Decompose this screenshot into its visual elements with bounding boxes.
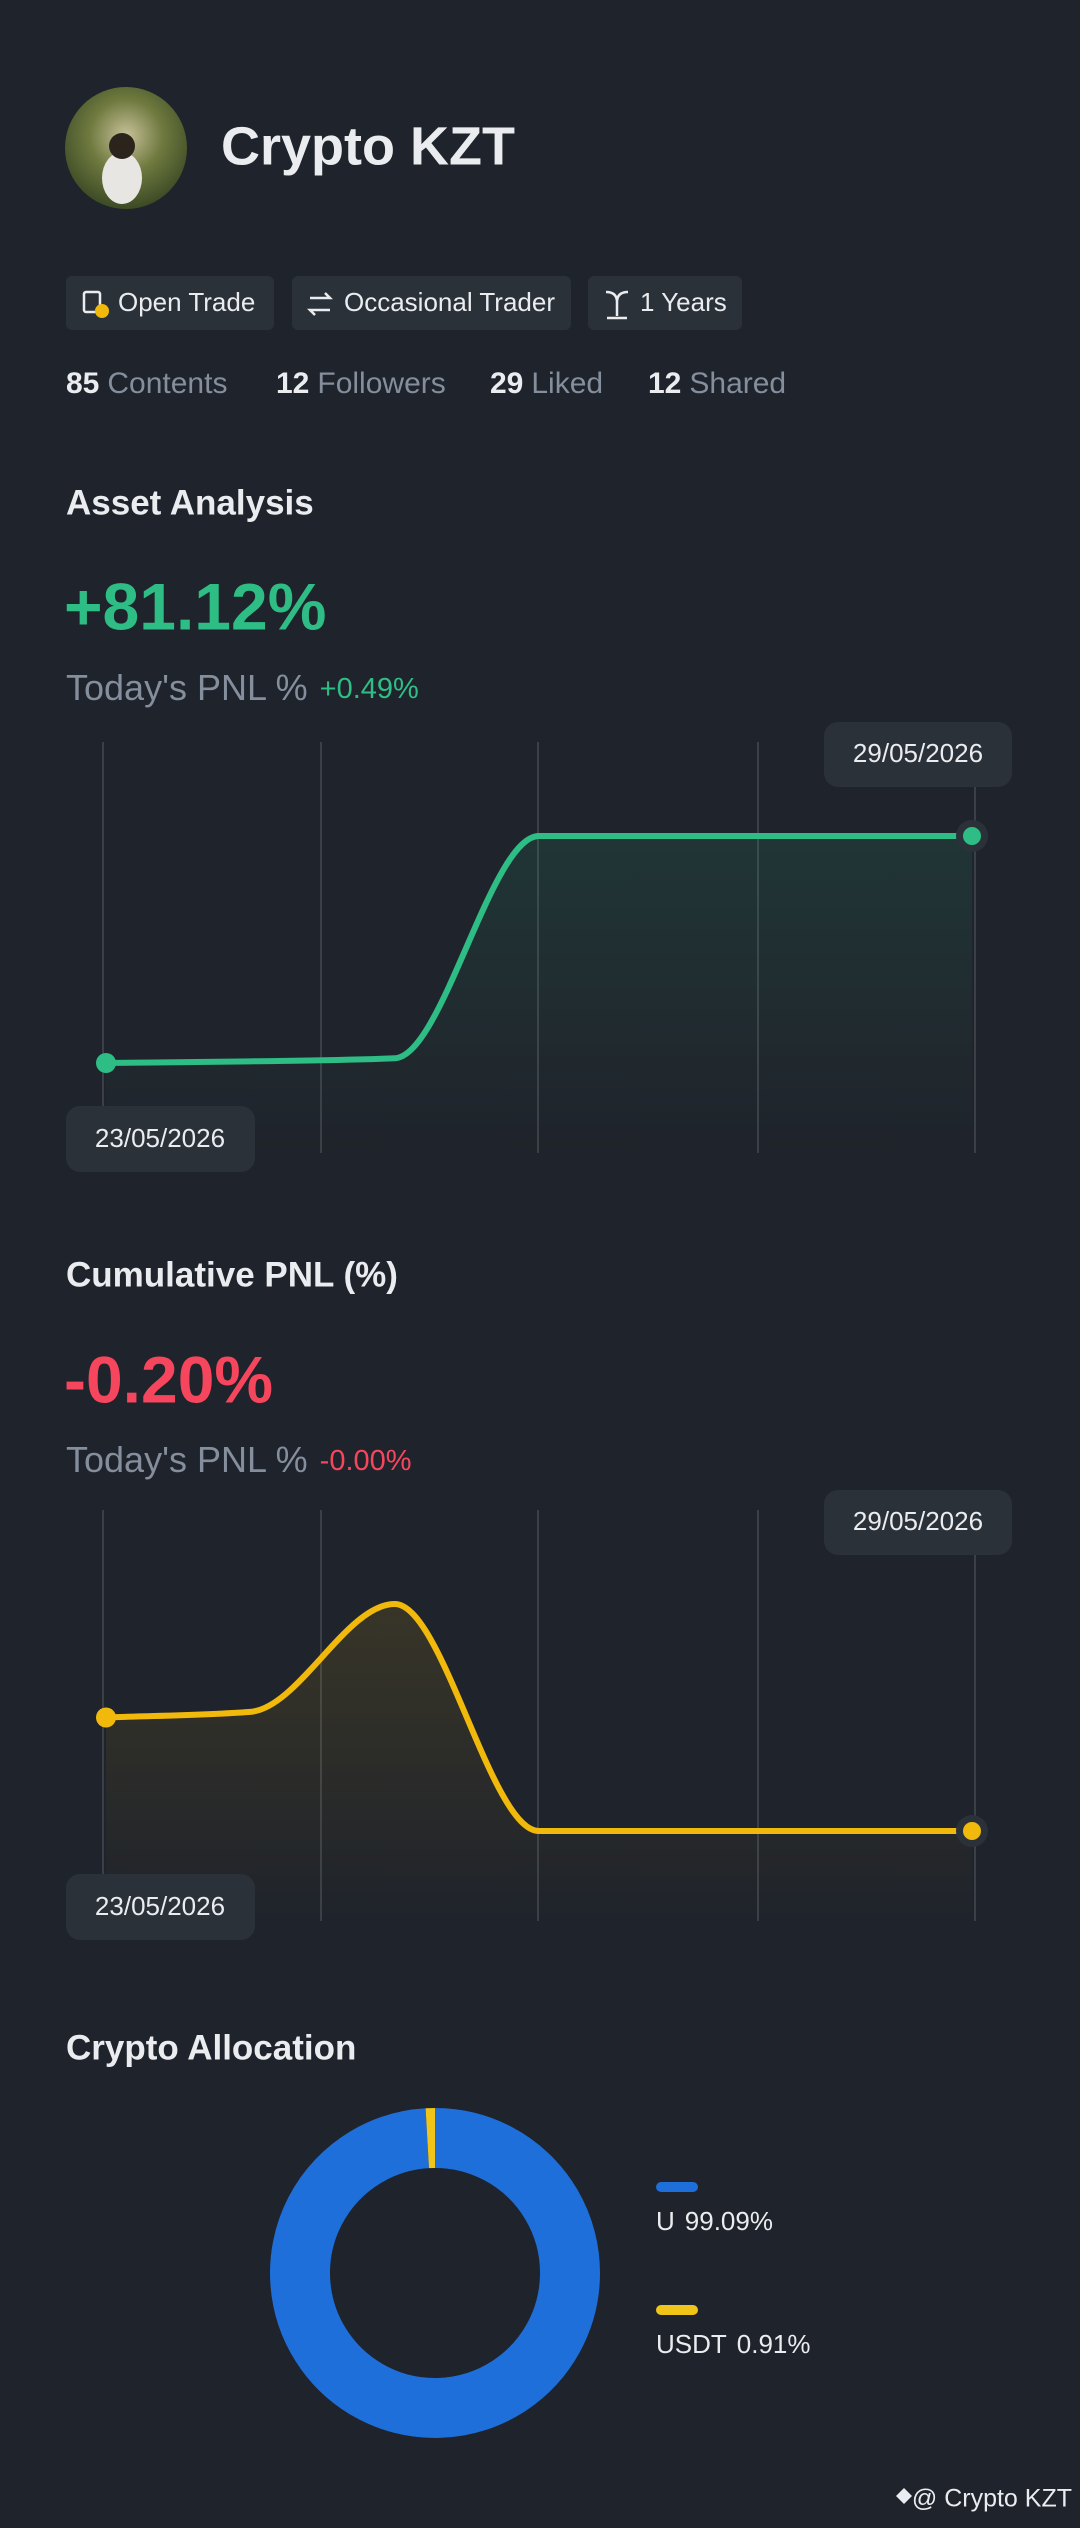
date-badge [824, 1490, 1012, 1555]
stat-label: Followers [317, 367, 445, 400]
donut-slice [270, 2108, 600, 2438]
section-title: Crypto Allocation [66, 2028, 356, 2067]
legend-value: 99.09% [685, 2206, 773, 2236]
today-pnl-change: +0.49% [320, 673, 419, 705]
tag: Open Trade [66, 276, 274, 330]
footer: @ Crypto KZT [896, 2485, 1072, 2513]
stat-count: 12 [276, 367, 309, 400]
legend-name: USDT [656, 2329, 727, 2359]
footer-text: @ Crypto KZT [912, 2485, 1072, 2513]
today-pnl-change: -0.00% [320, 1445, 412, 1477]
stat-count: 85 [66, 367, 99, 400]
tag-label: Open Trade [118, 287, 255, 317]
legend-entry: U 99.09% [656, 2206, 773, 2236]
stat[interactable]: 85 Contents [66, 367, 227, 400]
area-fill [106, 1604, 972, 1921]
end-dot [963, 1822, 981, 1840]
line [103, 1600, 975, 1835]
legend-value: 0.91% [737, 2329, 811, 2359]
area-fill [106, 836, 972, 1153]
profile-name: Crypto KZT [221, 116, 515, 176]
stat[interactable]: 29 Liked [490, 367, 603, 400]
date-label: 29/05/2026 [853, 738, 983, 768]
date-badge [66, 1874, 255, 1940]
headline-value: -0.20% [64, 1342, 273, 1416]
today-pnl: Today's PNL % +0.49% [66, 667, 419, 708]
section-title: Asset Analysis [66, 483, 314, 522]
legend-swatch [656, 2305, 698, 2315]
headline-value: +81.12% [64, 569, 326, 643]
line [103, 832, 975, 1066]
start-dot [96, 1053, 116, 1073]
tag-label: Occasional Trader [344, 287, 555, 317]
date-label: 23/05/2026 [95, 1123, 225, 1153]
avatar[interactable] [65, 87, 187, 209]
stat-label: Shared [689, 367, 786, 400]
stat-count: 29 [490, 367, 523, 400]
legend-swatch [656, 2182, 698, 2192]
stat-count: 12 [648, 367, 681, 400]
end-dot [963, 827, 981, 845]
tag: Occasional Trader [292, 276, 571, 330]
stat[interactable]: 12 Shared [648, 367, 786, 400]
tag: 1 Years [588, 276, 742, 330]
legend-entry: USDT 0.91% [656, 2329, 811, 2359]
today-pnl-label: Today's PNL % [66, 1439, 308, 1480]
start-dot [96, 1707, 116, 1728]
date-badge [824, 722, 1012, 787]
today-pnl-label: Today's PNL % [66, 667, 308, 708]
today-pnl: Today's PNL % -0.00% [66, 1439, 412, 1480]
stat-label: Liked [531, 367, 603, 400]
section-title: Cumulative PNL (%) [66, 1255, 398, 1294]
legend-name: U [656, 2206, 675, 2236]
tag-label: 1 Years [640, 287, 727, 317]
date-label: 29/05/2026 [853, 1506, 983, 1536]
date-badge [66, 1106, 255, 1172]
date-label: 23/05/2026 [95, 1891, 225, 1921]
stat[interactable]: 12 Followers [276, 367, 446, 400]
stat-label: Contents [107, 367, 227, 400]
